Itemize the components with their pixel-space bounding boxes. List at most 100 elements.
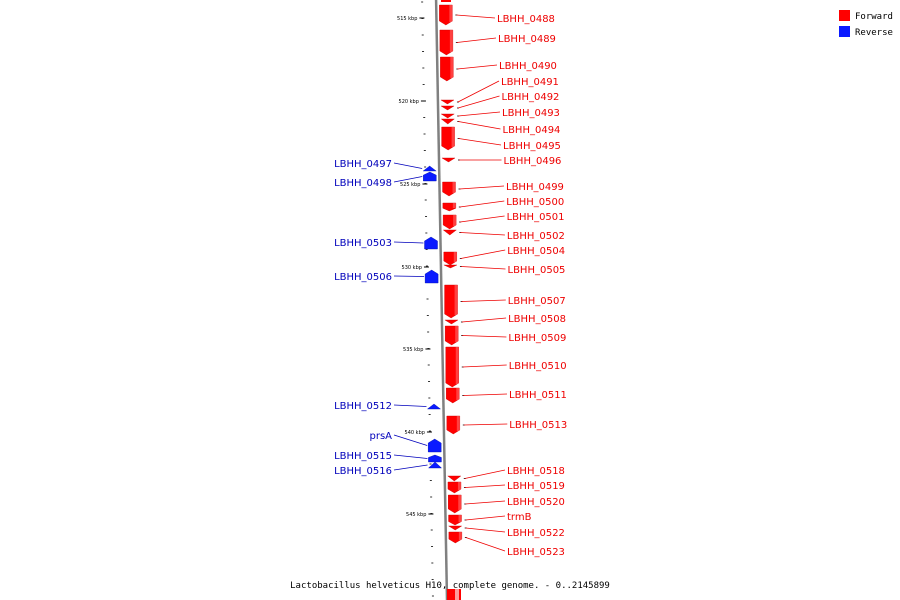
forward-leader-line bbox=[462, 364, 507, 368]
forward-gene bbox=[440, 105, 455, 111]
forward-gene-label: LBHH_0504 bbox=[507, 246, 565, 257]
tick-label: 540 kbp bbox=[405, 430, 425, 436]
forward-leader-line bbox=[458, 121, 501, 130]
reverse-leader-line bbox=[393, 464, 428, 471]
gene-highlight bbox=[450, 57, 454, 78]
forward-leader-line bbox=[459, 185, 505, 190]
forward-gene-label: LBHH_0496 bbox=[504, 156, 562, 167]
forward-leader-line bbox=[460, 249, 506, 259]
gene-highlight bbox=[456, 388, 460, 400]
tick-label: 530 kbp bbox=[402, 265, 422, 271]
tick-label: 525 kbp bbox=[400, 182, 420, 188]
reverse-gene-label: LBHH_0515 bbox=[334, 451, 392, 462]
gene-highlight bbox=[457, 482, 461, 490]
gene-highlight bbox=[458, 515, 462, 522]
reverse-leader-line bbox=[393, 275, 425, 277]
reverse-leader-line bbox=[393, 241, 424, 244]
forward-leader-line bbox=[458, 138, 502, 146]
forward-gene-label: LBHH_0522 bbox=[507, 528, 565, 539]
forward-gene-label: LBHH_0490 bbox=[499, 61, 557, 72]
forward-gene-label: LBHH_0499 bbox=[506, 182, 564, 193]
forward-leader-line bbox=[458, 111, 501, 117]
gene-highlight bbox=[455, 589, 459, 600]
legend-reverse-swatch bbox=[839, 26, 850, 37]
forward-leader-line bbox=[465, 500, 506, 505]
forward-gene-label: LBHH_0523 bbox=[507, 547, 565, 558]
legend: Forward Reverse bbox=[839, 10, 893, 38]
reverse-gene-label: LBHH_0516 bbox=[334, 466, 392, 477]
tick-label: 545 kbp bbox=[406, 512, 426, 518]
gene-highlight bbox=[455, 326, 459, 342]
reverse-gene bbox=[424, 236, 438, 250]
forward-leader-line bbox=[457, 80, 500, 103]
forward-gene bbox=[442, 229, 457, 236]
tick-label: 535 kbp bbox=[403, 347, 423, 353]
gene-highlight bbox=[458, 532, 462, 540]
gene-highlight bbox=[452, 203, 456, 208]
forward-gene-label: LBHH_0493 bbox=[502, 108, 560, 119]
forward-gene bbox=[443, 264, 458, 269]
forward-gene-label: LBHH_0501 bbox=[507, 212, 565, 223]
ticks-layer: 515 kbp 520 kbp 525 kbp 530 kbp 535 kbp 540 k… bbox=[397, 1, 434, 597]
forward-gene bbox=[444, 319, 459, 325]
forward-gene-label: LBHH_0519 bbox=[507, 481, 565, 492]
forward-gene-label: LBHH_0494 bbox=[503, 125, 561, 136]
reverse-gene bbox=[427, 438, 442, 453]
forward-gene-label: LBHH_0518 bbox=[507, 466, 565, 477]
forward-gene-label: LBHH_0507 bbox=[508, 296, 566, 307]
map-title: Lactobacillus helveticus H10, complete g… bbox=[290, 581, 610, 591]
reverse-leader-line bbox=[393, 404, 427, 407]
forward-gene bbox=[447, 475, 462, 482]
forward-gene-label: LBHH_0495 bbox=[503, 141, 561, 152]
forward-leader-line bbox=[465, 527, 506, 533]
genes-layer: LBHH_0488 LBHH_0489 LBHH_0490 LBHH_0491 LBHH… bbox=[334, 0, 567, 600]
forward-leader-line bbox=[459, 200, 505, 208]
legend-reverse-label: Reverse bbox=[855, 28, 893, 38]
backbone-layer bbox=[434, 0, 449, 600]
forward-gene-label: LBHH_0505 bbox=[508, 265, 566, 276]
forward-leader-line bbox=[464, 484, 506, 488]
forward-leader-line bbox=[464, 469, 506, 479]
reverse-gene-label: LBHH_0503 bbox=[334, 238, 392, 249]
forward-gene-label: trmB bbox=[507, 512, 532, 523]
forward-gene-label: LBHH_0491 bbox=[501, 77, 559, 88]
forward-leader-line bbox=[460, 266, 506, 270]
forward-gene-label: LBHH_0511 bbox=[509, 390, 567, 401]
gene-highlight bbox=[452, 182, 456, 193]
reverse-leader-line bbox=[393, 176, 423, 183]
forward-gene-label: LBHH_0509 bbox=[508, 333, 566, 344]
forward-gene-partial bbox=[447, 589, 461, 600]
forward-gene bbox=[440, 113, 455, 119]
genome-backbone bbox=[434, 0, 449, 600]
gene-highlight bbox=[449, 30, 453, 52]
gene-highlight bbox=[453, 215, 457, 226]
forward-leader-line bbox=[461, 299, 506, 302]
forward-leader-line bbox=[465, 515, 506, 521]
forward-leader-line bbox=[462, 335, 507, 338]
forward-leader-line bbox=[456, 14, 496, 19]
forward-gene-label: LBHH_0520 bbox=[507, 497, 565, 508]
reverse-leader-line bbox=[393, 454, 428, 459]
forward-leader-line bbox=[463, 423, 508, 426]
forward-gene-label: LBHH_0492 bbox=[502, 92, 560, 103]
reverse-gene-label: LBHH_0497 bbox=[334, 159, 392, 170]
legend-forward-swatch bbox=[839, 10, 850, 21]
forward-gene-partial bbox=[441, 0, 451, 2]
reverse-gene-label: prsA bbox=[369, 431, 392, 442]
forward-leader-line bbox=[460, 232, 505, 236]
legend-forward-label: Forward bbox=[855, 12, 893, 22]
forward-gene-label: LBHH_0488 bbox=[497, 14, 555, 25]
reverse-leader-line bbox=[393, 162, 423, 169]
reverse-gene bbox=[428, 461, 443, 469]
forward-leader-line bbox=[460, 215, 505, 223]
reverse-gene bbox=[426, 403, 442, 410]
forward-leader-line bbox=[457, 95, 500, 109]
tick-label: 515 kbp bbox=[397, 16, 417, 22]
reverse-gene bbox=[423, 171, 437, 182]
gene-highlight bbox=[456, 416, 460, 431]
gene-highlight bbox=[454, 285, 458, 315]
forward-gene-label: LBHH_0510 bbox=[509, 361, 567, 372]
forward-gene-label: LBHH_0489 bbox=[498, 34, 556, 45]
forward-gene-label: LBHH_0508 bbox=[508, 314, 566, 325]
reverse-gene-label: LBHH_0512 bbox=[334, 401, 392, 412]
